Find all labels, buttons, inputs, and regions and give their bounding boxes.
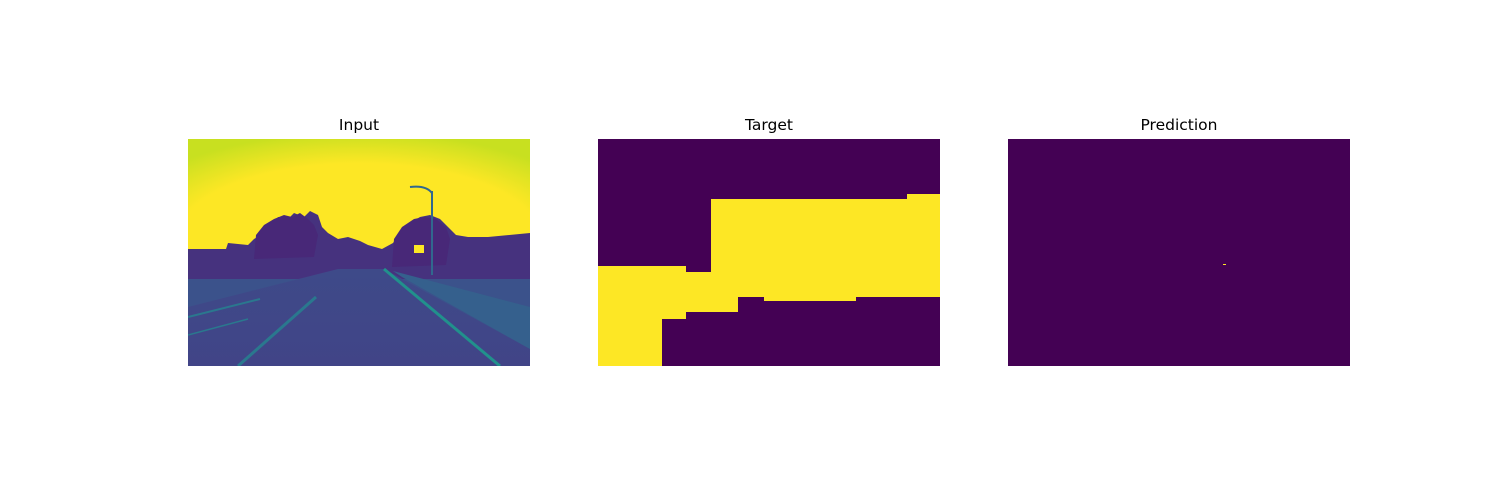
street-light-arm (409, 185, 433, 194)
lane-marking (237, 295, 317, 366)
target-mask (598, 139, 940, 366)
prediction-background (1008, 139, 1350, 366)
sky-gap (414, 245, 424, 253)
prediction-mask (1008, 139, 1350, 366)
panel-title-target: Target (745, 116, 793, 134)
panel-title-prediction: Prediction (1140, 116, 1218, 134)
panel-title-input: Input (338, 116, 380, 134)
mask-foreground (598, 194, 940, 366)
sidewalk (393, 271, 530, 349)
curb-line (383, 267, 501, 366)
tree-right (392, 217, 450, 267)
input-image (188, 139, 530, 366)
lane-marking-3 (188, 318, 249, 336)
road-surface (188, 269, 530, 366)
tree-left (254, 213, 318, 259)
lane-marking-2 (188, 298, 261, 318)
prediction-speck (1223, 264, 1226, 265)
